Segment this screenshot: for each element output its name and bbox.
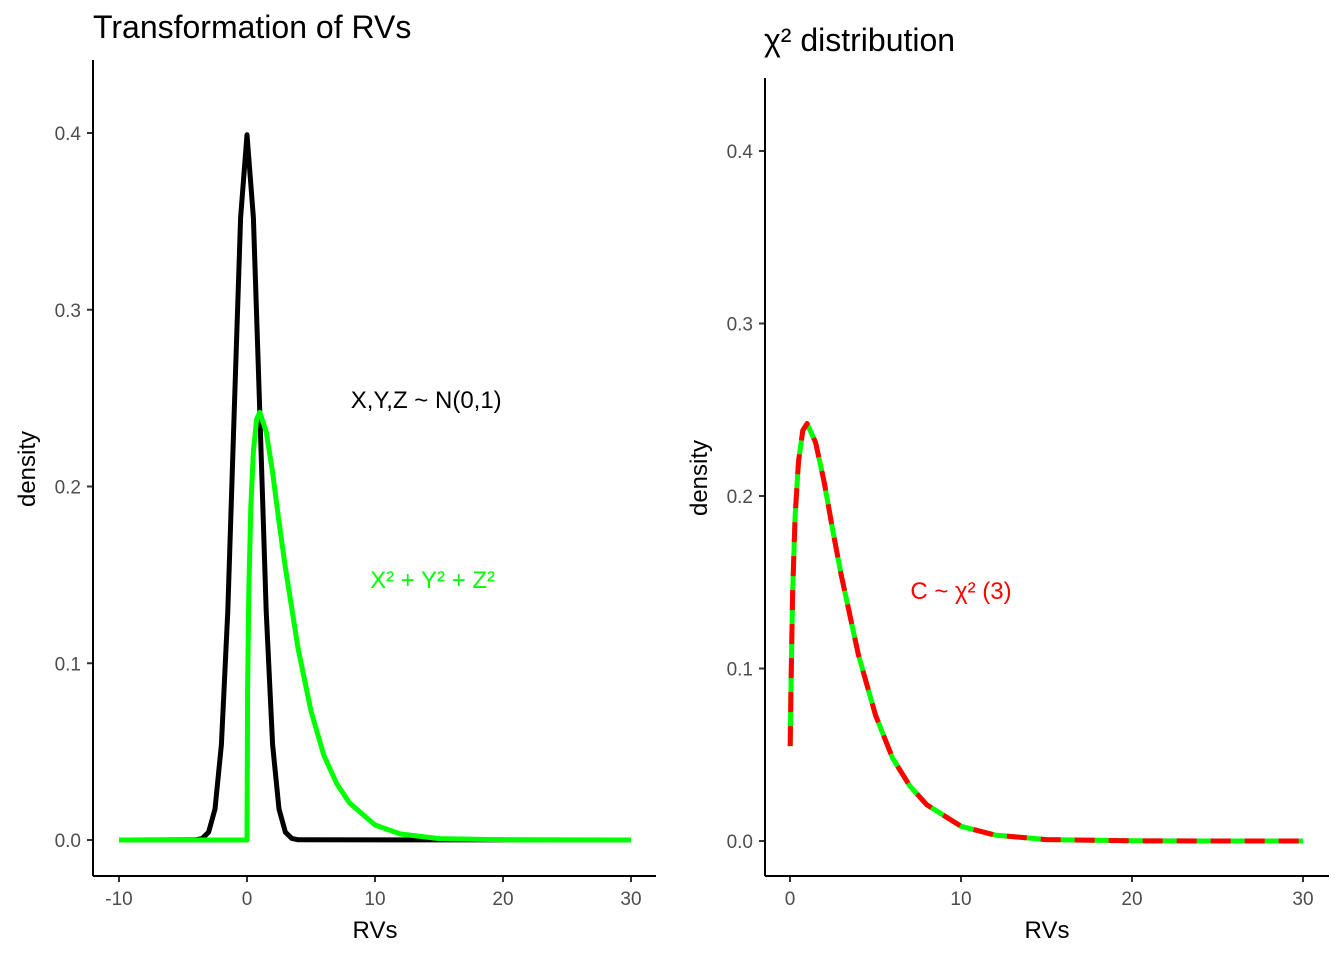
left-x-label: RVs [353, 917, 398, 944]
right-y-tick-label: 0.4 [727, 142, 754, 163]
left-title: Transformation of RVs [93, 9, 411, 45]
right-x-tick-label: 10 [950, 889, 971, 910]
left-x-tick-label: 0 [242, 889, 253, 910]
right-y-tick-label: 0.3 [727, 315, 753, 336]
right-panel: χ² distribution 0 10 20 30 0.0 0.1 0.2 0.3 0.4 R… [686, 22, 1329, 944]
right-x-tick-label: 20 [1121, 889, 1142, 910]
left-annotation-normal: X,Y,Z ~ N(0,1) [351, 387, 502, 414]
right-ticks: 0 10 20 30 0.0 0.1 0.2 0.3 0.4 [727, 142, 1314, 910]
left-annotation-sum-squares: X² + Y² + Z² [370, 567, 495, 594]
left-y-tick-label: 0.4 [55, 124, 82, 145]
right-x-tick-label: 0 [785, 889, 796, 910]
left-y-tick-label: 0.2 [55, 478, 81, 499]
right-title: χ² distribution [764, 22, 955, 58]
left-panel: Transformation of RVs -10 0 10 20 30 0.0 0.1 0.… [14, 9, 656, 944]
left-x-tick-label: 10 [364, 889, 385, 910]
left-y-tick-label: 0.1 [55, 654, 81, 675]
right-series [787, 421, 1303, 844]
left-y-tick-label: 0.3 [55, 301, 81, 322]
right-y-tick-label: 0.0 [727, 832, 753, 853]
left-ticks: -10 0 10 20 30 0.0 0.1 0.2 0.3 0.4 [55, 124, 642, 910]
right-y-tick-label: 0.1 [727, 660, 753, 681]
right-series-line-0 [787, 421, 1303, 844]
left-series [118, 132, 632, 843]
right-x-label: RVs [1025, 917, 1070, 944]
left-x-tick-label: -10 [105, 889, 132, 910]
left-y-tick-label: 0.0 [55, 831, 81, 852]
right-x-tick-label: 30 [1292, 889, 1313, 910]
right-y-label: density [686, 440, 713, 516]
left-series-line-1 [119, 409, 631, 843]
left-y-label: density [14, 431, 41, 507]
left-x-tick-label: 20 [492, 889, 513, 910]
right-annotation-chisq: C ~ χ² (3) [910, 578, 1011, 605]
left-series-line-0 [118, 132, 632, 843]
left-x-tick-label: 30 [620, 889, 641, 910]
right-y-tick-label: 0.2 [727, 487, 753, 508]
right-series-line-1 [787, 421, 1303, 844]
